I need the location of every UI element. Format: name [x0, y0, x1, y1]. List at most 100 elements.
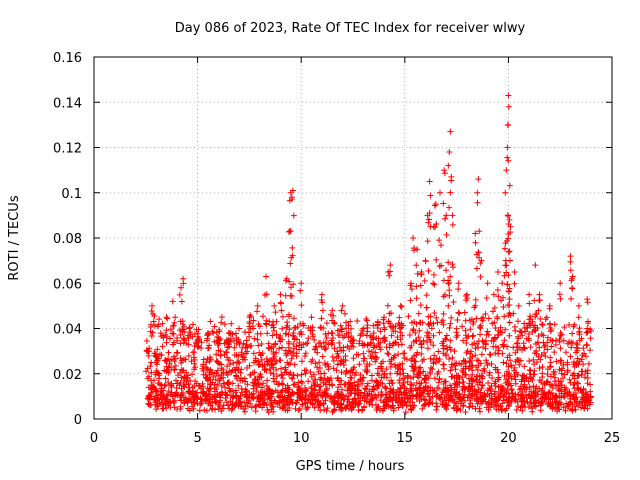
- data-point: [180, 280, 187, 287]
- data-point: [387, 268, 394, 275]
- data-point: [357, 392, 364, 399]
- data-point: [264, 387, 271, 394]
- data-point: [588, 328, 595, 335]
- data-point: [329, 330, 336, 337]
- data-point: [558, 357, 565, 364]
- data-point: [433, 406, 440, 413]
- data-point: [469, 371, 476, 378]
- data-point: [361, 397, 368, 404]
- data-point: [443, 351, 450, 358]
- data-point: [396, 377, 403, 384]
- data-point: [349, 340, 356, 347]
- data-point: [412, 385, 419, 392]
- data-point: [158, 352, 165, 359]
- data-point: [420, 337, 427, 344]
- data-point: [232, 367, 239, 374]
- data-point: [419, 405, 426, 412]
- data-point: [273, 331, 280, 338]
- data-point: [375, 372, 382, 379]
- data-point: [360, 350, 367, 357]
- data-point: [272, 399, 279, 406]
- data-point: [497, 384, 504, 391]
- data-point: [491, 319, 498, 326]
- data-point: [437, 242, 444, 249]
- data-point: [434, 403, 441, 410]
- data-point: [456, 391, 463, 398]
- data-point: [406, 398, 413, 405]
- data-point: [178, 359, 185, 366]
- data-point: [455, 398, 462, 405]
- data-point: [330, 365, 337, 372]
- chart-title: Day 086 of 2023, Rate Of TEC Index for r…: [175, 21, 526, 36]
- data-point: [575, 380, 582, 387]
- data-point: [582, 353, 589, 360]
- data-point: [478, 400, 485, 407]
- data-point: [500, 359, 507, 366]
- data-point: [189, 333, 196, 340]
- data-point: [551, 349, 558, 356]
- data-point: [355, 351, 362, 358]
- data-point: [372, 401, 379, 408]
- data-point: [506, 248, 513, 255]
- data-point: [348, 406, 355, 413]
- data-point: [172, 314, 179, 321]
- data-point: [495, 350, 502, 357]
- data-point: [525, 403, 532, 410]
- data-point: [493, 406, 500, 413]
- data-point: [500, 343, 507, 350]
- data-point: [372, 349, 379, 356]
- data-point: [200, 356, 207, 363]
- data-point: [435, 379, 442, 386]
- data-point: [409, 363, 416, 370]
- data-point: [215, 337, 222, 344]
- data-point: [468, 383, 475, 390]
- data-point: [200, 361, 207, 368]
- data-point: [387, 394, 394, 401]
- data-point: [150, 318, 157, 325]
- data-point: [395, 404, 402, 411]
- data-point: [472, 230, 479, 237]
- data-point: [518, 391, 525, 398]
- data-point: [381, 405, 388, 412]
- data-point: [433, 221, 440, 228]
- data-point: [484, 328, 491, 335]
- data-point: [375, 383, 382, 390]
- data-point: [393, 389, 400, 396]
- data-point: [254, 336, 261, 343]
- data-point: [170, 331, 177, 338]
- data-point: [225, 379, 232, 386]
- data-point: [298, 395, 305, 402]
- data-point: [250, 350, 257, 357]
- data-point: [159, 343, 166, 350]
- data-point: [450, 264, 457, 271]
- data-point: [580, 345, 587, 352]
- data-point: [536, 344, 543, 351]
- data-point: [506, 182, 513, 189]
- data-point: [348, 375, 355, 382]
- data-point: [270, 408, 277, 415]
- data-point: [263, 355, 270, 362]
- data-point: [420, 385, 427, 392]
- data-point: [147, 321, 154, 328]
- data-point: [182, 356, 189, 363]
- data-point: [549, 382, 556, 389]
- data-point: [427, 320, 434, 327]
- data-point: [425, 313, 432, 320]
- data-point: [448, 397, 455, 403]
- data-point: [174, 349, 181, 356]
- data-point: [568, 344, 575, 351]
- data-point: [166, 360, 173, 367]
- data-point: [177, 403, 184, 410]
- data-point: [328, 329, 335, 336]
- data-point: [487, 386, 494, 393]
- data-point: [435, 385, 442, 392]
- data-point: [273, 366, 280, 373]
- data-point: [472, 388, 479, 395]
- data-point: [402, 409, 409, 416]
- data-point: [287, 292, 294, 299]
- data-point: [418, 344, 425, 351]
- data-point: [507, 357, 514, 364]
- data-point: [314, 381, 321, 388]
- data-point: [461, 385, 468, 392]
- data-point: [363, 332, 370, 339]
